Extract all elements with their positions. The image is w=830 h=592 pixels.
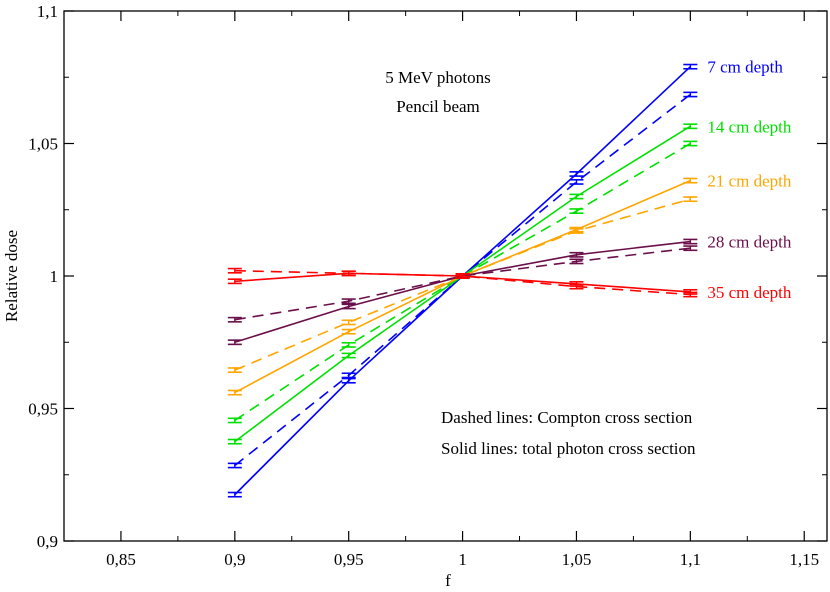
series-line-28-cm-depth: [234, 240, 691, 344]
x-tick-label: 1: [458, 550, 467, 569]
note-solid-lines: Solid lines: total photon cross section: [441, 439, 696, 458]
x-tick-label: 0,95: [334, 550, 364, 569]
error-bar: [455, 273, 470, 279]
error-bar: [227, 339, 242, 346]
error-bar: [341, 328, 356, 335]
series-line-7-cm-depth: [234, 66, 691, 496]
series-line-14-cm-depth: [234, 125, 691, 443]
error-bar: [569, 193, 584, 200]
error-bar: [569, 208, 584, 214]
series-line-28-cm-depth-compton-: [234, 247, 691, 321]
error-bar: [683, 196, 698, 203]
ticks-layer: 0,85 0,9 0,95 1 1,05 1,1 1,15 0,9 0,95 1 1,05 1,1: [28, 2, 827, 569]
error-bar: [569, 179, 584, 185]
series-line-14-cm-depth-compton-: [234, 142, 691, 422]
series-label: 21 cm depth: [707, 172, 792, 191]
error-bar: [341, 298, 356, 305]
error-bar: [341, 341, 356, 348]
series-line-21-cm-depth-compton-: [234, 198, 691, 371]
error-bar: [569, 228, 584, 234]
x-tick-label: 1,05: [562, 550, 592, 569]
series-layer: [227, 63, 698, 498]
error-bar: [227, 438, 242, 445]
error-bar: [683, 245, 698, 252]
chart-title-line2: Pencil beam: [396, 97, 480, 116]
error-bar: [227, 491, 242, 498]
y-tick-label: 1,05: [28, 135, 58, 154]
error-bar: [683, 238, 698, 245]
error-bar: [341, 303, 356, 310]
error-bar: [683, 177, 698, 184]
error-bar: [341, 352, 356, 359]
chart-title-line1: 5 MeV photons: [385, 68, 490, 87]
series-label: 14 cm depth: [707, 117, 792, 136]
error-bar: [569, 283, 584, 290]
x-tick-label: 0,9: [224, 550, 245, 569]
error-bar: [227, 367, 242, 373]
error-bar: [569, 251, 584, 258]
error-bar: [227, 278, 242, 285]
error-bar: [569, 258, 584, 265]
x-tick-label: 1,1: [680, 550, 701, 569]
error-bar: [683, 140, 698, 147]
error-bar: [227, 462, 242, 469]
error-bar: [341, 372, 356, 379]
error-bar: [227, 267, 242, 274]
error-bar: [683, 63, 698, 70]
error-bar: [683, 91, 698, 98]
error-bar: [569, 171, 584, 177]
x-tick-label: 1,15: [789, 550, 819, 569]
error-bar: [683, 123, 698, 130]
y-axis-label: Relative dose: [2, 230, 21, 322]
error-bar: [341, 270, 356, 277]
x-axis-label: f: [445, 571, 451, 590]
x-tick-label: 0,85: [106, 550, 136, 569]
series-line-35-cm-depth-compton-: [234, 269, 691, 296]
series-labels: 7 cm depth 14 cm depth 21 cm depth 28 cm de…: [707, 58, 792, 302]
y-tick-label: 1: [50, 267, 59, 286]
error-bar: [227, 389, 242, 396]
series-label: 35 cm depth: [707, 283, 792, 302]
series-label: 7 cm depth: [707, 58, 783, 77]
y-tick-label: 0,95: [28, 400, 58, 419]
error-bar: [227, 316, 242, 323]
error-bar: [341, 377, 356, 384]
error-bar: [227, 417, 242, 424]
series-label: 28 cm depth: [707, 233, 792, 252]
y-tick-label: 1,1: [37, 2, 58, 21]
error-bar: [683, 291, 698, 298]
note-dashed-lines: Dashed lines: Compton cross section: [441, 408, 693, 427]
error-bar: [341, 319, 356, 326]
y-tick-label: 0,9: [37, 532, 58, 551]
